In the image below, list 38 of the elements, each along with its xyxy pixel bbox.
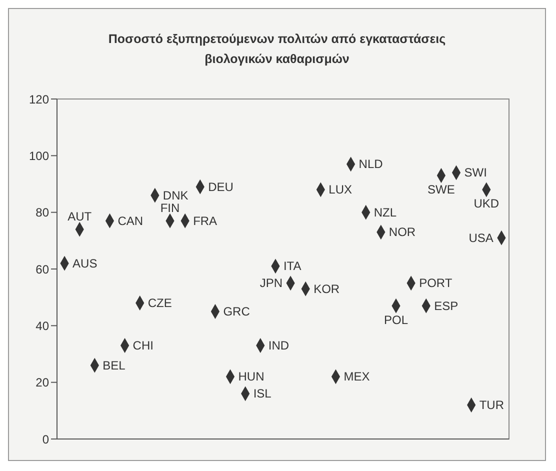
- series-label: AUS: [72, 256, 98, 270]
- series-label: SWI: [464, 166, 487, 180]
- series-label: BEL: [102, 358, 126, 372]
- series-label: ISL: [253, 386, 272, 401]
- series-label: FIN: [160, 200, 180, 215]
- y-tick-label: 20: [36, 376, 50, 390]
- y-tick-label: 60: [36, 262, 50, 276]
- series-label: USA: [468, 230, 494, 245]
- y-tick-label: 120: [28, 92, 50, 106]
- series-label: LUX: [328, 182, 352, 197]
- y-tick-label: 0: [42, 432, 50, 446]
- series-label: JPN: [260, 276, 283, 290]
- series-label: DEU: [208, 180, 234, 194]
- series-label: ESP: [434, 298, 458, 313]
- series-label: NLD: [358, 157, 384, 172]
- series-label: CAN: [118, 214, 144, 228]
- series-label: DNK: [162, 188, 188, 202]
- series-label: CHI: [132, 338, 154, 352]
- series-label: FRA: [193, 214, 218, 228]
- chart-title: Ποσοστό εξυπηρετούμενων πολιτών από εγκαταστάσεις βιολογικών καθαρισμών: [107, 31, 447, 68]
- series-label: NOR: [388, 225, 416, 240]
- series-label: SWE: [428, 182, 455, 196]
- series-label: TUR: [479, 398, 504, 412]
- series-label: POL: [384, 312, 408, 327]
- series-label: AUT: [68, 209, 92, 224]
- series-label: GRC: [223, 304, 250, 318]
- series-label: ITA: [283, 259, 302, 274]
- series-label: UKD: [474, 196, 500, 211]
- series-label: MEX: [344, 370, 370, 384]
- series-label: NZL: [374, 205, 397, 220]
- series-label: HUN: [238, 370, 264, 384]
- series-label: IND: [268, 338, 290, 352]
- y-tick-label: 40: [36, 318, 50, 333]
- y-tick-label: 80: [36, 206, 50, 220]
- series-label: CZE: [148, 296, 172, 310]
- series-label: PORT: [419, 276, 453, 290]
- y-tick-label: 100: [28, 148, 50, 163]
- series-label: KOR: [314, 282, 340, 296]
